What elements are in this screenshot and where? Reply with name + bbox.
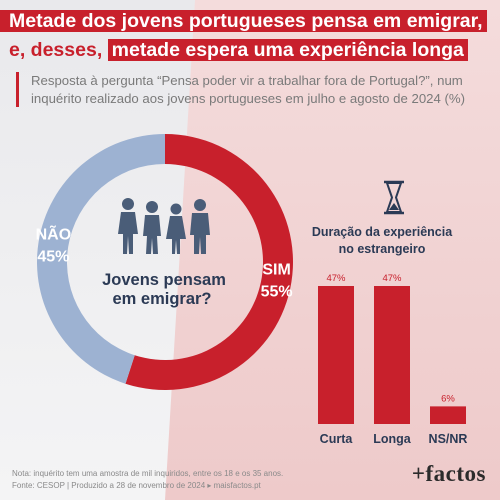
headline-line1: Metade dos jovens portugueses pensa em e… bbox=[0, 10, 487, 32]
bar-nsnr bbox=[430, 406, 466, 424]
hourglass-icon bbox=[384, 180, 404, 215]
bar-value-label: 6% bbox=[441, 393, 455, 404]
donut-category-label: SIM bbox=[262, 262, 290, 279]
bar-category-label: Curta bbox=[320, 432, 354, 446]
bar-curta bbox=[318, 286, 354, 424]
bar-category-label: Longa bbox=[373, 432, 412, 446]
brand-logo: +factos bbox=[411, 461, 486, 486]
people-silhouettes-icon bbox=[118, 198, 210, 254]
bar-category-label: NS/NR bbox=[429, 432, 468, 446]
donut-slice-no bbox=[37, 134, 165, 384]
bar-chart-title-line2: no estrangeiro bbox=[339, 242, 426, 256]
bar-value-label: 47% bbox=[326, 273, 346, 284]
donut-category-label: NÃO bbox=[36, 223, 72, 243]
headline: Metade dos jovens portugueses pensa em e… bbox=[0, 0, 487, 63]
bar-value-label: 47% bbox=[382, 273, 402, 284]
donut-question-line2: em emigrar? bbox=[112, 290, 211, 308]
footnote: Nota: inquérito tem uma amostra de mil i… bbox=[12, 468, 283, 492]
bar-chart: 47% Curta 47% Longa 6% NS/NR bbox=[318, 273, 467, 446]
headline-line2-highlight: metade espera uma experiência longa bbox=[107, 39, 468, 61]
donut-chart: SIM 55% NÃO 45% bbox=[36, 134, 294, 390]
headline-line2-prefix: e, desses, bbox=[9, 39, 103, 61]
donut-slice-sim bbox=[125, 134, 294, 390]
donut-value-label: 45% bbox=[37, 248, 69, 265]
donut-value-label: 55% bbox=[261, 284, 293, 301]
bar-chart-title-line1: Duração da experiência bbox=[312, 225, 453, 239]
bar-longa bbox=[374, 286, 410, 424]
donut-question-line1: Jovens pensam bbox=[102, 271, 226, 289]
footnote-source: Fonte: CESOP | Produzido a 28 de novembr… bbox=[12, 481, 261, 490]
subtitle: Resposta à pergunta “Pensa poder vir a t… bbox=[16, 72, 491, 107]
footnote-note: Nota: inquérito tem uma amostra de mil i… bbox=[12, 469, 284, 478]
